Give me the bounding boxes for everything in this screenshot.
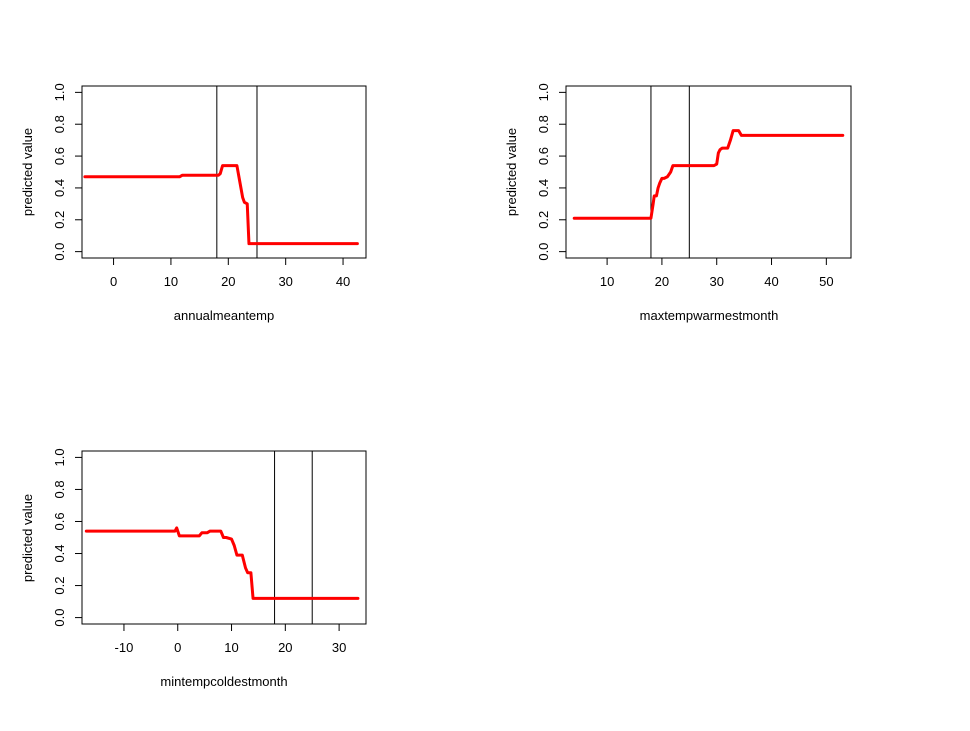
y-tick-label: 1.0 [536,83,551,101]
series-line [572,129,845,220]
y-tick-label: 0.4 [536,179,551,197]
y-tick-label: 0.4 [52,179,67,197]
x-tick-label: 30 [709,274,723,289]
x-tick-label: 20 [278,640,292,655]
y-tick-label: 0.0 [536,243,551,261]
y-tick-label: 1.0 [52,83,67,101]
x-axis-label: mintempcoldestmonth [160,674,287,689]
x-tick-label: 10 [164,274,178,289]
x-tick-label: 40 [336,274,350,289]
y-ticks: 0.0 0.2 0.4 0.6 0.8 1.0 [52,448,83,627]
y-ticks: 0.0 0.2 0.4 0.6 0.8 1.0 [536,83,567,261]
y-axis-label: predicted value [504,128,519,216]
panel-maxtempwarmestmonth: 10 20 30 40 50 0.0 0.2 0.4 0.6 0.8 1.0 maxtempwar… [504,83,852,323]
reference-lines [274,451,313,624]
y-tick-label: 0.2 [52,211,67,229]
x-axis-label: maxtempwarmestmonth [640,308,779,323]
y-tick-label: 0.0 [52,609,67,627]
reference-lines [216,86,258,258]
y-tick-label: 0.4 [52,544,67,562]
x-ticks: 0 10 20 30 40 [110,257,350,289]
y-axis-label: predicted value [20,494,35,582]
x-tick-label: 10 [600,274,614,289]
y-tick-label: 0.6 [536,147,551,165]
x-tick-label: -10 [115,640,134,655]
y-tick-label: 0.8 [536,115,551,133]
x-axis-label: annualmeantemp [174,308,274,323]
x-tick-label: 40 [764,274,778,289]
x-ticks: -10 0 10 20 30 [115,623,346,655]
y-tick-label: 0.0 [52,243,67,261]
y-tick-label: 1.0 [52,448,67,466]
y-tick-label: 0.8 [52,480,67,498]
x-tick-label: 50 [819,274,833,289]
x-tick-label: 30 [332,640,346,655]
x-tick-label: 30 [278,274,292,289]
series-line [84,526,360,600]
y-ticks: 0.0 0.2 0.4 0.6 0.8 1.0 [52,83,83,261]
x-tick-label: 0 [174,640,181,655]
y-tick-label: 0.6 [52,512,67,530]
y-tick-label: 0.2 [536,211,551,229]
x-ticks: 10 20 30 40 50 [600,257,834,289]
panel-mintempcoldestmonth: -10 0 10 20 30 0.0 0.2 0.4 0.6 0.8 1.0 mintempcol… [20,448,367,689]
y-tick-label: 0.8 [52,115,67,133]
x-tick-label: 20 [655,274,669,289]
x-tick-label: 20 [221,274,235,289]
y-tick-label: 0.2 [52,577,67,595]
x-tick-label: 0 [110,274,117,289]
y-tick-label: 0.6 [52,147,67,165]
panel-annualmeantemp: 0 10 20 30 40 0.0 0.2 0.4 0.6 0.8 1.0 annualmeant… [20,83,367,323]
reference-lines [650,86,690,258]
series-line [83,164,359,246]
y-axis-label: predicted value [20,128,35,216]
x-tick-label: 10 [224,640,238,655]
